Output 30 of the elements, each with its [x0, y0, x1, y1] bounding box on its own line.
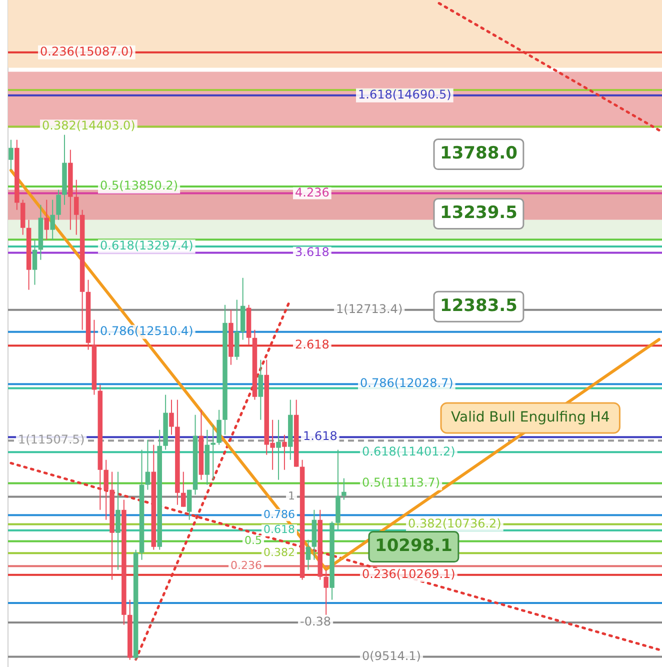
annotation: Valid Bull Engulfing H4 [451, 410, 610, 426]
ref-line-label: 0.382(10736.2) [408, 516, 502, 530]
annotation: 13788.0 [440, 144, 518, 164]
ref-line-label: 0.236(15087.0) [40, 44, 134, 59]
ref-line-label: 1(12713.4) [336, 302, 403, 316]
annotation: 2.618 [295, 338, 330, 352]
annotation: 0.618 [264, 523, 296, 536]
annotation: 0.786 [264, 508, 296, 522]
ref-line-label: 0.786(12510.4) [100, 324, 194, 338]
ref-line-label: 0.382(14403.0) [42, 118, 136, 133]
annotation: 0.236 [230, 558, 262, 572]
annotation: 4.236 [295, 185, 330, 200]
ref-line-label: 0.618(11401.2) [362, 444, 456, 458]
ref-line-label: 0.5(13850.2) [100, 178, 178, 193]
ref-line-label: 0(9514.1) [362, 648, 421, 663]
annotation: 12383.5 [440, 296, 518, 316]
ref-line-label: 1.618(14690.5) [358, 88, 452, 102]
annotation: 1.618 [303, 429, 338, 444]
ref-line-label: 0.5(11113.7) [362, 475, 440, 490]
ref-line-label: 0.236(10269.1) [362, 567, 456, 582]
annotation: 13239.5 [440, 203, 518, 224]
annotation: 3.618 [295, 244, 330, 259]
annotation: 10298.1 [375, 536, 452, 556]
annotation: 0.5 [244, 534, 262, 548]
ref-line-label: 0.786(12028.7) [360, 376, 454, 390]
annotation: -0.38 [300, 614, 332, 629]
ref-line-label: 1(11507.5) [18, 432, 85, 447]
ref-line-label: 0.618(13297.4) [100, 238, 194, 253]
annotation: 1 [288, 490, 295, 503]
annotation: 0.382 [264, 546, 296, 559]
